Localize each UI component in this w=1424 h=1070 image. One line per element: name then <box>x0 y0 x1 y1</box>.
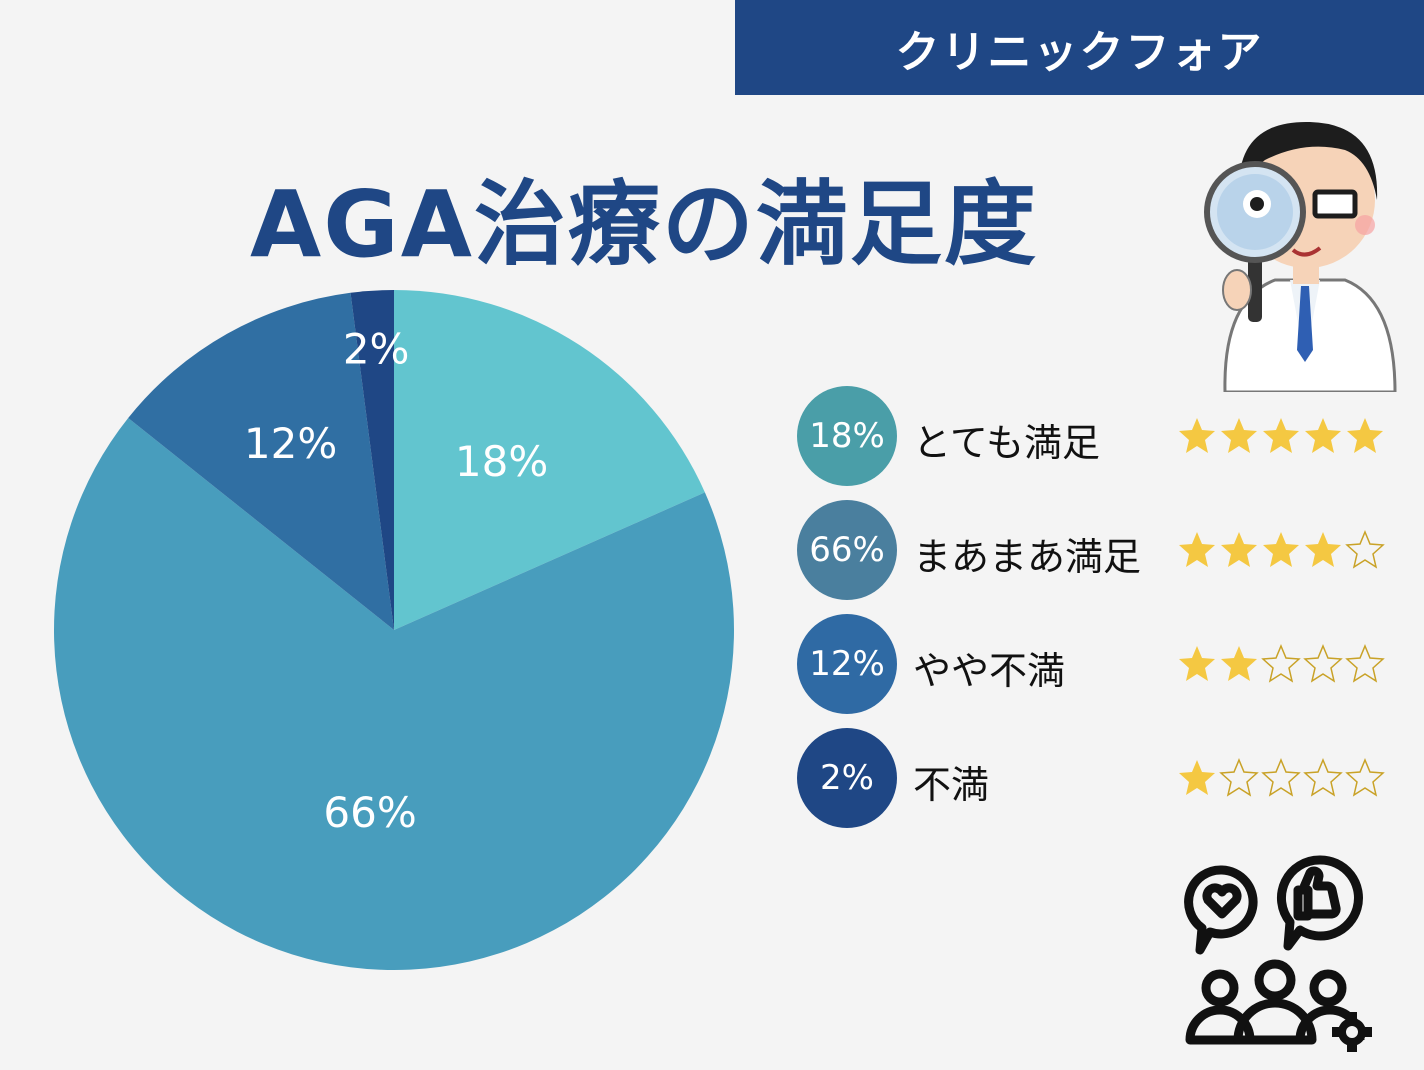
pie-slice-label: 66% <box>323 788 416 837</box>
star-empty-icon <box>1345 530 1385 569</box>
brand-name: クリニックフォア <box>895 26 1264 78</box>
legend-badge: 2% <box>797 728 897 828</box>
star-filled-icon <box>1179 418 1215 453</box>
legend-row: 66% まあまあ満足 <box>797 500 1397 614</box>
legend-row: 2% 不満 <box>797 728 1397 842</box>
star-empty-icon <box>1345 758 1385 797</box>
pie-slice-label: 12% <box>244 419 337 468</box>
legend-label: 不満 <box>913 763 990 807</box>
page-title: AGA治療の満足度 <box>250 171 1038 278</box>
legend: 18% とても満足 66% まあまあ満足 12% やや不満 2% 不満 <box>797 386 1397 842</box>
star-filled-icon <box>1347 418 1383 453</box>
star-empty-icon <box>1261 644 1301 683</box>
star-empty-icon <box>1303 644 1343 683</box>
pie-slice <box>394 290 705 630</box>
pie-slice <box>350 290 394 630</box>
star-filled-icon <box>1179 532 1215 567</box>
star-rating <box>1177 416 1385 456</box>
star-filled-icon <box>1305 532 1341 567</box>
legend-row: 12% やや不満 <box>797 614 1397 728</box>
star-filled-icon <box>1305 418 1341 453</box>
pie-slice <box>128 292 394 630</box>
star-filled-icon <box>1179 646 1215 681</box>
legend-badge: 66% <box>797 500 897 600</box>
star-empty-icon <box>1219 758 1259 797</box>
star-rating <box>1177 758 1385 798</box>
pie-slice <box>54 418 735 971</box>
doctor-with-magnifier-icon <box>1204 121 1397 392</box>
legend-badge: 12% <box>797 614 897 714</box>
star-empty-icon <box>1261 758 1301 797</box>
star-rating <box>1177 530 1385 570</box>
brand-banner: クリニックフォア <box>735 0 1424 95</box>
star-filled-icon <box>1263 532 1299 567</box>
legend-badge: 18% <box>797 386 897 486</box>
legend-label: とても満足 <box>913 421 1100 465</box>
star-filled-icon <box>1221 646 1257 681</box>
star-filled-icon <box>1263 418 1299 453</box>
pie-slice-label: 2% <box>343 324 410 373</box>
star-empty-icon <box>1345 644 1385 683</box>
star-rating <box>1177 644 1385 684</box>
community-feedback-icon <box>1184 855 1372 1052</box>
star-empty-icon <box>1303 758 1343 797</box>
legend-label: まあまあ満足 <box>913 535 1142 579</box>
star-filled-icon <box>1221 418 1257 453</box>
legend-row: 18% とても満足 <box>797 386 1397 500</box>
pie-slice-label: 18% <box>455 437 548 486</box>
legend-label: やや不満 <box>913 649 1066 693</box>
star-filled-icon <box>1221 532 1257 567</box>
star-filled-icon <box>1179 760 1215 795</box>
